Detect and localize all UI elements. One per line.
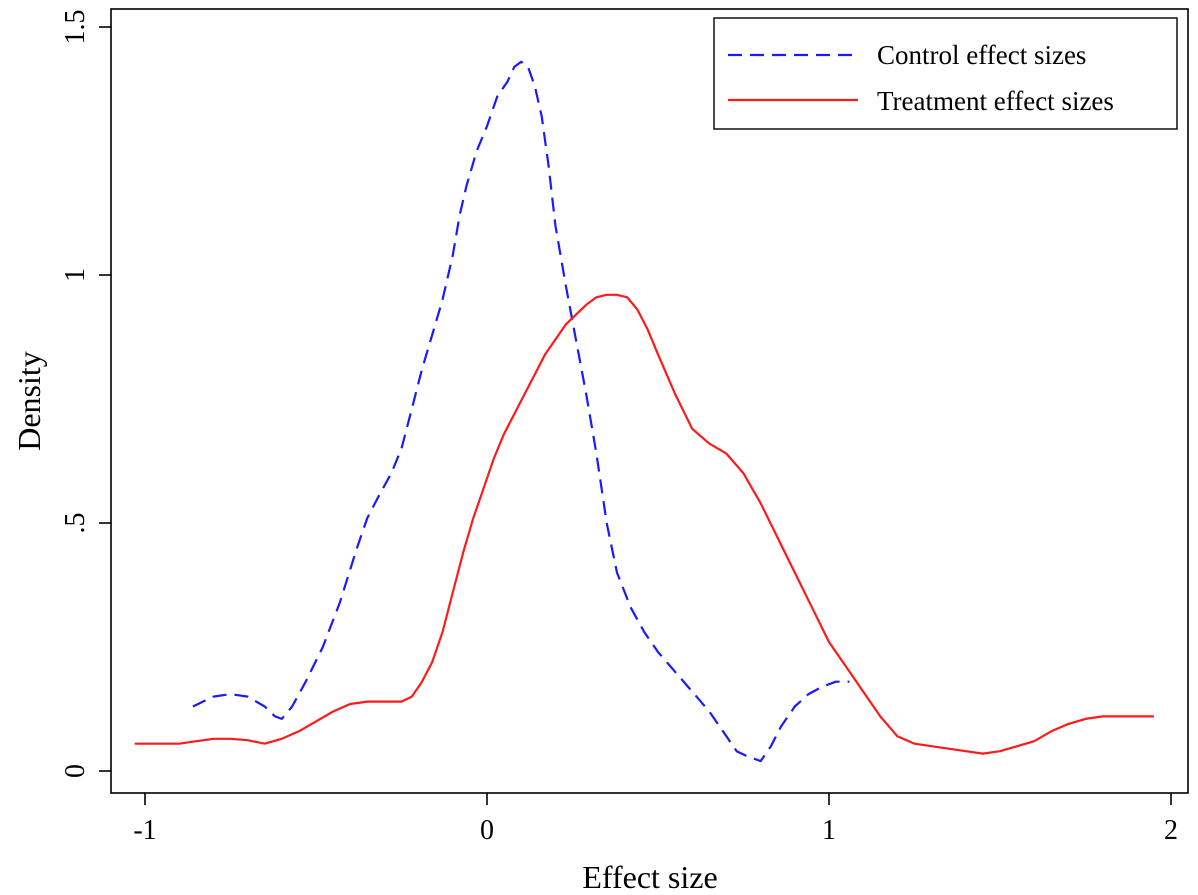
x-tick-label: -1: [133, 815, 156, 846]
y-axis-title: Density: [11, 351, 47, 451]
x-tick-label: 1: [822, 815, 836, 846]
x-axis: -1 0 1 2: [133, 793, 1178, 846]
legend-label-control: Control effect sizes: [877, 40, 1086, 70]
y-tick-label: 1: [60, 268, 91, 282]
y-axis: 0 .5 1 1.5: [60, 10, 111, 778]
x-tick-label: 0: [480, 815, 494, 846]
legend-label-treatment: Treatment effect sizes: [877, 86, 1114, 116]
legend-box: [713, 17, 1178, 130]
y-tick-label: 1.5: [60, 10, 91, 45]
plot-frame: [110, 8, 1189, 794]
series-line-treatment: [134, 293, 1154, 755]
series-line-control: [192, 60, 850, 763]
y-tick-label: 0: [60, 764, 91, 778]
legend: Control effect sizes Treatment effect si…: [713, 17, 1178, 130]
x-axis-title: Effect size: [582, 859, 717, 895]
y-tick-label: .5: [60, 513, 91, 534]
x-tick-label: 2: [1164, 815, 1178, 846]
series-layer: [134, 60, 1154, 763]
